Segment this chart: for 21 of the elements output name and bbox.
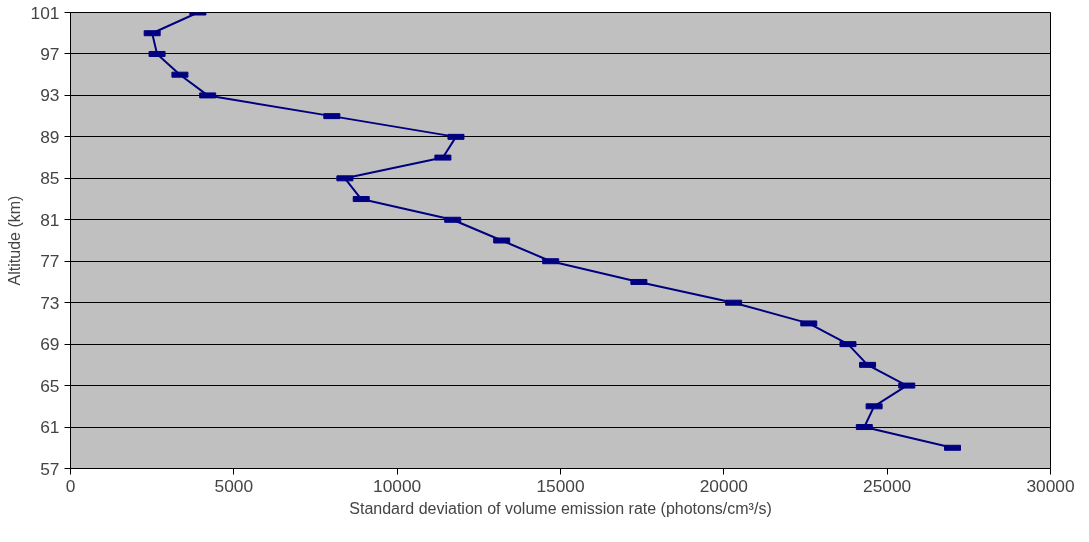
x-tick-label: 10000 <box>373 475 422 496</box>
y-tick-label: 101 <box>30 2 60 23</box>
y-tick-label: 73 <box>40 292 60 313</box>
x-tick-label: 25000 <box>863 475 912 496</box>
x-tick-label: 15000 <box>536 475 585 496</box>
y-tick-label: 57 <box>40 458 60 479</box>
y-tick-label: 77 <box>40 251 60 272</box>
y-tick-label: 81 <box>40 209 60 230</box>
y-tick-label: 97 <box>40 43 60 64</box>
x-tick-label: 5000 <box>214 475 254 496</box>
x-tick-label: 20000 <box>699 475 748 496</box>
y-tick-label: 93 <box>40 85 60 106</box>
y-tick-label: 69 <box>40 334 60 355</box>
x-tick-label: 30000 <box>1026 475 1075 496</box>
y-tick-label: 89 <box>40 126 60 147</box>
x-axis-title: Standard deviation of volume emission rate (photons/cm³/s) <box>349 499 772 517</box>
x-tick-label: 0 <box>65 475 76 496</box>
y-tick-label: 61 <box>40 417 60 438</box>
y-tick-label: 85 <box>40 168 60 189</box>
y-axis-title: Altitude (km) <box>5 195 23 286</box>
y-tick-label: 65 <box>40 375 60 396</box>
